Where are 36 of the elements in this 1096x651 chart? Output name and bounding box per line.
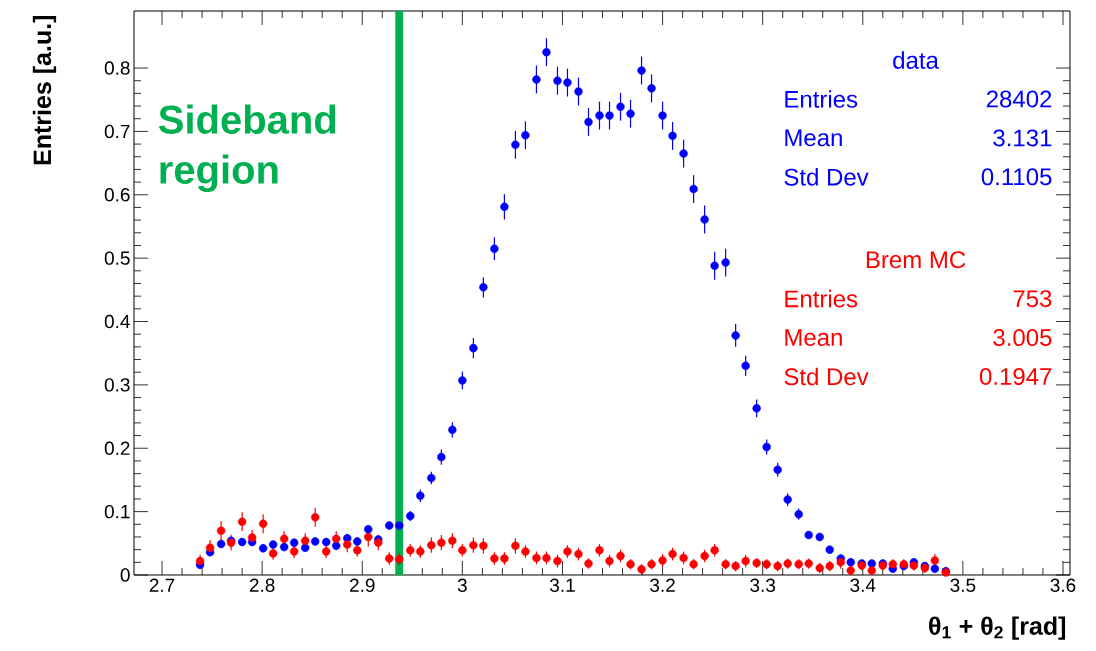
y-tick-label: 0.7 [104,124,130,139]
y-tick-label: 0 [120,568,130,582]
x-tick-label: 3.2 [650,578,675,592]
annotation: 3.005 [993,329,1052,347]
annotation: Std Dev [784,168,869,186]
text: data [893,51,939,69]
y-axis-title: Entries [a.u.] [32,15,57,165]
annotation: 28402 [986,90,1052,108]
y-tick-label: 0.6 [104,188,130,202]
x-tick-label: 3.4 [850,578,876,592]
x-axis-title: θ$_{1}$ + θ$_{2}$ [rad] [929,616,1066,640]
y-tick-label: 0.3 [104,378,130,392]
ref-line-label: Sideband region [158,104,336,192]
annotation: Mean [785,129,842,147]
annotation: Entries [785,90,858,108]
x-tick-label: 2.7 [149,578,175,592]
y-tick-label: 0.4 [104,314,130,329]
y-tick-label: 0.1 [104,504,130,519]
annotation: Std Dev [784,367,869,386]
annotation: 0.1105 [981,168,1052,186]
x-tick-label: 3.1 [549,578,575,592]
annotation: 753 [1013,290,1052,308]
y-tick-label: 0.8 [104,61,130,75]
y-tick-label: 0.5 [104,251,130,265]
x-tick-label: 2.8 [249,578,275,592]
x-tick-label: 3.5 [950,578,976,592]
text: Brem MC [866,251,966,269]
annotation: 3.131 [993,129,1052,147]
x-tick-label: 3.6 [1050,578,1076,592]
x-tick-label: 3 [457,578,467,592]
x-tick-label: 3.3 [750,578,776,592]
annotation: Entries [785,289,858,308]
y-tick-label: 0.2 [104,441,130,455]
annotation: Mean [785,329,842,346]
x-tick-label: 2.9 [350,578,375,592]
annotation: 0.1947 [979,367,1052,385]
